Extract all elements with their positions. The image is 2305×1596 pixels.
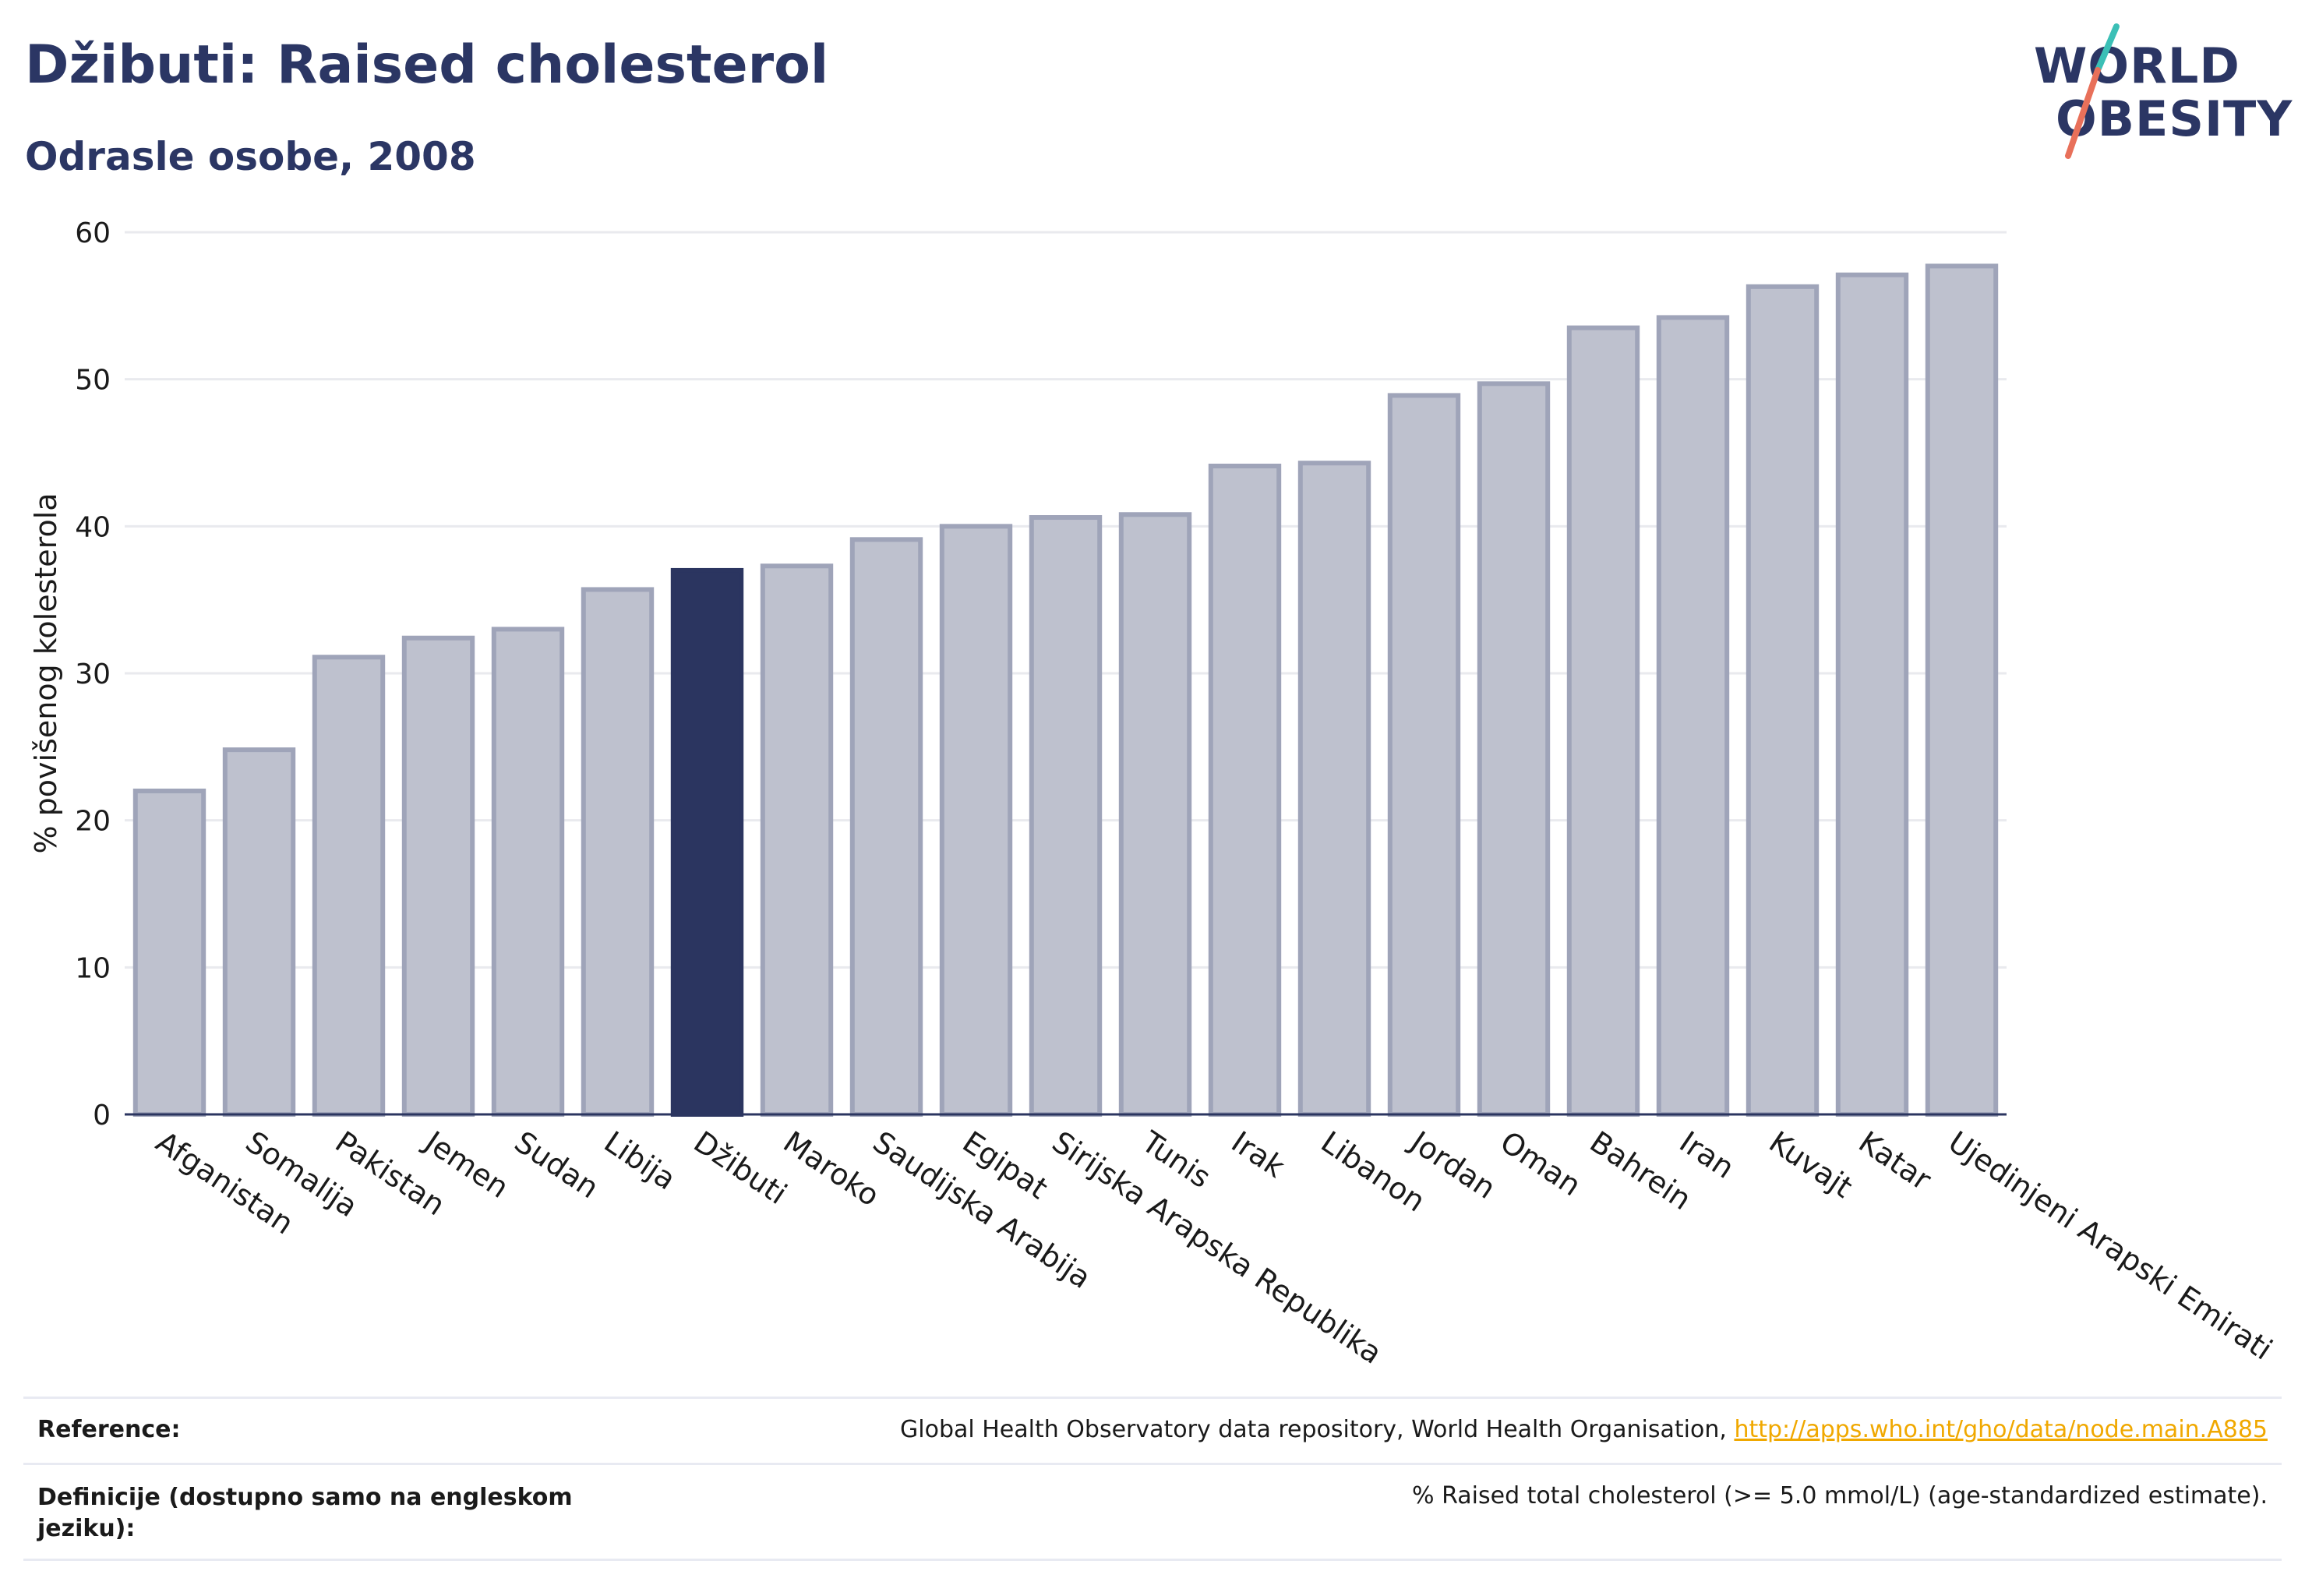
logo-word-obesity: OBESITY (2056, 90, 2293, 147)
x-tick-label: Sudan (508, 1125, 605, 1205)
bar (670, 567, 744, 1117)
chart-title: Džibuti: Raised cholesterol (25, 34, 829, 96)
x-tick-label: Iran (1673, 1125, 1740, 1185)
reference-label: Reference: (37, 1416, 181, 1443)
reference-value: Global Health Observatory data repositor… (900, 1416, 2268, 1443)
y-tick-label: 50 (75, 365, 111, 397)
reference-link[interactable]: http://apps.who.int/gho/data/node.main.A… (1734, 1416, 2268, 1443)
bar (1477, 381, 1551, 1117)
bar (1835, 272, 1909, 1117)
bar (491, 627, 565, 1117)
y-axis-label: % povišenog kolesterola (29, 493, 63, 853)
bar (222, 747, 296, 1118)
logo-slash-icon (2065, 23, 2120, 159)
bar (1746, 284, 1820, 1118)
definition-value: % Raised total cholesterol (>= 5.0 mmol/… (1412, 1482, 2268, 1509)
reference-text: Global Health Observatory data repositor… (900, 1416, 1735, 1443)
bar (1118, 512, 1192, 1117)
reference-row: Reference: Global Health Observatory dat… (23, 1396, 2282, 1463)
bar (1566, 325, 1640, 1117)
bar (1208, 463, 1282, 1117)
bar (760, 563, 834, 1117)
bar (401, 635, 475, 1117)
x-tick-label: Irak (1225, 1125, 1290, 1185)
definition-label: Definicije (dostupno samo na engleskom j… (37, 1484, 573, 1542)
x-tick-label: Oman (1494, 1125, 1587, 1202)
world-obesity-logo: WORLD OBESITY (2034, 22, 2293, 162)
reference-table: Reference: Global Health Observatory dat… (23, 1396, 2282, 1561)
x-tick-label: Libija (598, 1125, 682, 1197)
x-tick-label: Katar (1852, 1125, 1937, 1197)
bar (939, 524, 1013, 1117)
bar (1387, 393, 1461, 1118)
bar (132, 788, 206, 1118)
y-tick-label: 0 (93, 1100, 111, 1132)
bar (1029, 515, 1103, 1117)
x-tick-label: Kuvajt (1763, 1125, 1858, 1205)
y-tick-label: 40 (75, 511, 111, 543)
x-tick-label: Džibuti (687, 1125, 792, 1211)
x-tick-label: Ujedinjeni Arapski Emirati (1942, 1125, 2278, 1367)
chart-subtitle: Odrasle osobe, 2008 (25, 134, 476, 179)
bar (1656, 315, 1730, 1117)
bar (849, 537, 923, 1117)
definition-row: Definicije (dostupno samo na engleskom j… (23, 1463, 2282, 1561)
bar (312, 655, 386, 1117)
y-tick-label: 60 (75, 217, 111, 249)
y-tick-label: 30 (75, 659, 111, 690)
y-tick-label: 10 (75, 952, 111, 984)
x-tick-label: Bahrein (1583, 1125, 1697, 1216)
bar (1925, 263, 1999, 1118)
bar (581, 587, 655, 1117)
bar (1297, 461, 1371, 1117)
logo-word-world: WORLD (2034, 37, 2240, 94)
y-tick-label: 20 (75, 806, 111, 838)
x-tick-label: Maroko (777, 1125, 885, 1213)
